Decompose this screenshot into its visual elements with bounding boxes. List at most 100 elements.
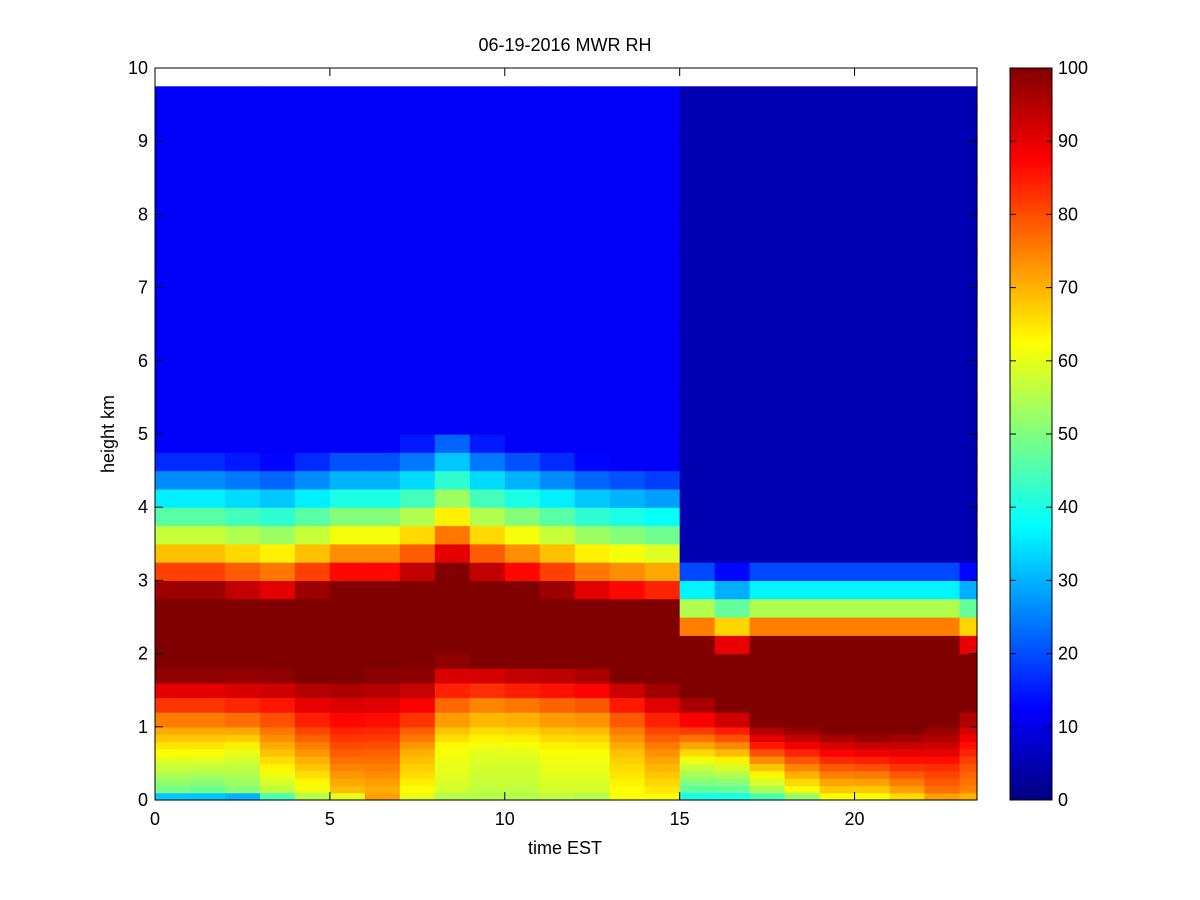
heatmap-cell [259,562,296,581]
heatmap-cell [329,741,366,750]
heatmap-cell [399,756,436,764]
heatmap-cell [889,86,926,106]
heatmap-cell [644,617,681,636]
heatmap-cell [329,668,366,684]
heatmap-cell [504,778,541,786]
heatmap-cell [679,635,716,655]
heatmap-cell [539,104,576,142]
heatmap-cell [224,525,261,545]
heatmap-cell [539,668,576,684]
y-tick-label: 0 [138,790,148,810]
heatmap-cell [155,452,191,472]
heatmap-cell [469,543,506,563]
heatmap-cell [329,635,366,655]
heatmap-cell [155,778,191,786]
heatmap-cell [155,562,191,581]
heatmap-cell [539,741,576,750]
heatmap-cell [609,251,646,289]
heatmap-cell [434,360,471,398]
heatmap-cell [469,580,506,600]
heatmap-cell [434,763,471,772]
heatmap-cell [819,177,856,215]
heatmap-cell [959,488,978,508]
heatmap-cell [434,598,471,618]
heatmap-cell [924,741,961,750]
heatmap-cell [714,251,751,289]
heatmap-cell [539,635,576,655]
heatmap-cell [364,214,401,252]
heatmap-cell [959,726,978,735]
heatmap-cell [889,104,926,142]
heatmap-cell [679,763,716,772]
heatmap-cell [189,763,226,772]
heatmap-cell [749,470,786,490]
heatmap-cell [189,741,226,750]
heatmap-cell [259,251,296,289]
heatmap-cell [749,668,786,684]
heatmap-cell [889,748,926,757]
heatmap-cell [644,792,681,801]
heatmap-cell [819,488,856,508]
heatmap-cell [434,488,471,508]
heatmap-cell [434,507,471,527]
heatmap-cell [609,598,646,618]
heatmap-cell [504,697,541,713]
y-axis-label: height km [98,395,118,473]
heatmap-cell [924,177,961,215]
heatmap-cell [504,434,541,453]
heatmap-cell [574,792,611,801]
heatmap-cell [504,682,541,699]
heatmap-cell [504,734,541,743]
heatmap-cell [574,668,611,684]
heatmap-cell [294,104,331,142]
heatmap-cell [819,434,856,453]
heatmap-cell [609,470,646,490]
heatmap-cell [259,785,296,794]
heatmap-cell [539,653,576,669]
heatmap-cell [644,397,681,435]
heatmap-cell [259,287,296,325]
heatmap-cell [644,741,681,750]
heatmap-cell [924,756,961,764]
heatmap-cell [189,598,226,618]
heatmap-cell [469,763,506,772]
heatmap-cell [189,470,226,490]
heatmap-cell [854,470,891,490]
heatmap-cell [155,756,191,764]
heatmap-cell [364,635,401,655]
heatmap-cell [294,562,331,581]
heatmap-cell [959,470,978,490]
colorbar-axis: 0 10 20 30 40 50 60 70 80 90 100 [1010,58,1088,810]
heatmap-cell [749,712,786,728]
heatmap-cell [469,177,506,215]
heatmap-cell [224,543,261,563]
heatmap-cell [259,741,296,750]
heatmap-cell [224,177,261,215]
heatmap-cell [155,580,191,600]
heatmap-cell [539,785,576,794]
heatmap-cell [504,452,541,472]
heatmap-cell [189,488,226,508]
heatmap-cell [819,770,856,779]
heatmap-cell [259,141,296,179]
heatmap-cell [784,712,821,728]
heatmap-cell [399,682,436,699]
heatmap-cell [469,397,506,435]
heatmap-cell [749,360,786,398]
heatmap-cell [399,177,436,215]
heatmap-cell [329,525,366,545]
heatmap-cell [434,756,471,764]
heatmap-cell [679,214,716,252]
heatmap-cell [155,668,191,684]
colorbar-tick-label: 60 [1058,351,1078,371]
heatmap-cell [434,434,471,453]
heatmap-cell [644,635,681,655]
heatmap-cell [784,734,821,743]
heatmap-cell [469,562,506,581]
heatmap-cell [959,434,978,453]
heatmap-cell [959,177,978,215]
heatmap-cell [924,617,961,636]
heatmap-cell [294,397,331,435]
heatmap-cell [889,324,926,362]
heatmap-cell [259,177,296,215]
